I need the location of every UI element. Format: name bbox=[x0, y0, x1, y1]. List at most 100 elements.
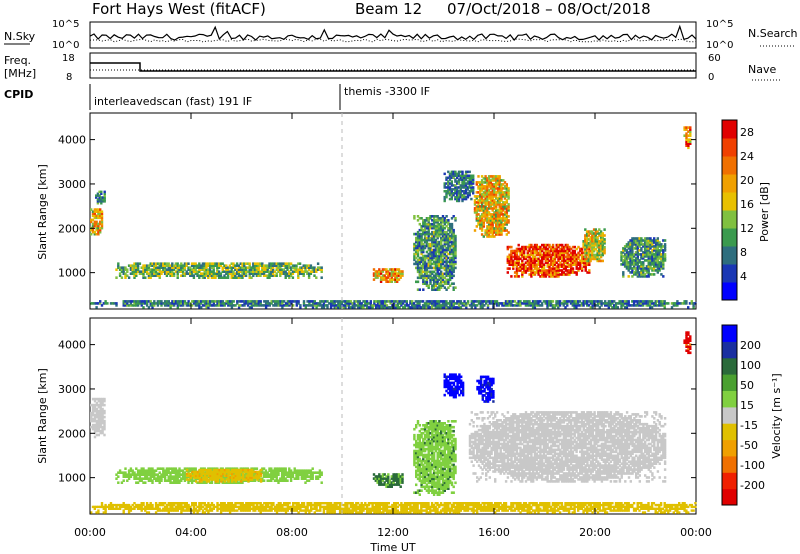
echo-cell bbox=[418, 232, 421, 236]
echo-cell bbox=[173, 302, 176, 305]
echo-cell bbox=[153, 304, 156, 307]
echo-cell bbox=[555, 300, 558, 303]
echo-cell bbox=[491, 223, 494, 226]
echo-cell bbox=[487, 175, 491, 178]
echo-cell bbox=[633, 239, 636, 242]
echo-cell bbox=[654, 304, 657, 307]
echo-cell bbox=[643, 269, 647, 272]
echo-cell bbox=[535, 302, 538, 305]
echo-cell bbox=[573, 261, 576, 264]
echo-cell bbox=[633, 255, 636, 258]
echo-cell bbox=[432, 234, 436, 238]
echo-cell bbox=[544, 247, 548, 251]
echo-cell bbox=[281, 302, 284, 305]
echo-cell bbox=[489, 217, 493, 220]
echo-cell bbox=[588, 263, 591, 266]
echo-cell bbox=[505, 213, 508, 216]
echo-cell bbox=[568, 271, 571, 274]
echo-cell bbox=[440, 246, 443, 250]
echo-cell bbox=[418, 258, 421, 262]
echo-cell bbox=[291, 270, 295, 273]
echo-cell bbox=[307, 266, 311, 269]
echo-cell bbox=[500, 223, 503, 226]
echo-cell bbox=[90, 411, 93, 415]
echo-cell bbox=[454, 178, 457, 181]
echo-cell bbox=[683, 126, 686, 129]
echo-cell bbox=[220, 468, 223, 472]
echo-cell bbox=[423, 224, 427, 228]
echo-cell bbox=[176, 270, 179, 273]
echo-cell bbox=[99, 431, 102, 435]
echo-cell bbox=[609, 300, 612, 303]
echo-cell bbox=[596, 236, 599, 239]
echo-cell bbox=[522, 265, 526, 268]
echo-cell bbox=[133, 266, 136, 269]
echo-cell bbox=[632, 304, 636, 307]
echo-cell bbox=[275, 475, 278, 478]
echo-cell bbox=[425, 262, 429, 266]
echo-cell bbox=[262, 264, 266, 267]
echo-cell bbox=[234, 272, 237, 275]
echo-cell bbox=[407, 306, 410, 309]
echo-cell bbox=[142, 302, 145, 305]
echo-cell bbox=[475, 209, 478, 212]
echo-cell bbox=[625, 243, 629, 246]
echo-cell bbox=[443, 172, 446, 176]
echo-cell bbox=[436, 217, 439, 220]
echo-cell bbox=[93, 224, 96, 228]
echo-cell bbox=[434, 248, 438, 252]
echo-cell bbox=[662, 257, 665, 260]
echo-cell bbox=[625, 255, 629, 258]
echo-cell bbox=[627, 302, 630, 305]
echo-cell bbox=[487, 195, 491, 198]
echo-cell bbox=[508, 259, 511, 263]
echo-cell bbox=[475, 195, 478, 198]
echo-cell bbox=[609, 302, 612, 305]
echo-cell bbox=[118, 471, 122, 474]
echo-cell bbox=[694, 302, 697, 305]
echo-cell bbox=[587, 259, 590, 263]
echo-cell bbox=[402, 302, 405, 305]
echo-cell bbox=[450, 182, 453, 185]
echo-cell bbox=[216, 474, 219, 477]
echo-cell bbox=[501, 302, 504, 305]
echo-cell bbox=[286, 304, 289, 307]
echo-cell bbox=[230, 304, 234, 307]
echo-cell bbox=[300, 270, 304, 273]
echo-cell bbox=[382, 300, 385, 303]
echo-cell bbox=[416, 306, 419, 309]
echo-cell bbox=[498, 181, 501, 184]
echo-cell bbox=[432, 217, 436, 220]
echo-cell bbox=[171, 272, 174, 275]
echo-cell bbox=[415, 240, 418, 244]
echo-cell bbox=[423, 254, 427, 258]
echo-cell bbox=[320, 266, 323, 269]
echo-cell bbox=[623, 257, 627, 260]
echo-cell bbox=[532, 259, 535, 263]
echo-cell bbox=[645, 269, 649, 272]
echo-cell bbox=[580, 249, 584, 253]
echo-cell bbox=[284, 467, 287, 470]
echo-cell bbox=[468, 170, 471, 174]
echo-cell bbox=[239, 270, 242, 273]
echo-cell bbox=[537, 269, 540, 272]
echo-cell bbox=[551, 247, 555, 251]
echo-cell bbox=[295, 270, 298, 273]
echo-cell bbox=[566, 302, 569, 305]
echo-cell bbox=[464, 178, 468, 181]
echo-cell bbox=[479, 306, 482, 309]
echo-cell bbox=[559, 247, 562, 251]
echo-cell bbox=[443, 272, 446, 276]
echo-cell bbox=[158, 272, 161, 275]
echo-cell bbox=[385, 272, 388, 275]
echo-cell bbox=[381, 268, 385, 271]
echo-cell bbox=[304, 469, 307, 472]
echo-cell bbox=[97, 417, 100, 421]
echo-cell bbox=[515, 267, 519, 270]
echo-cell bbox=[266, 274, 269, 277]
echo-cell bbox=[271, 471, 275, 474]
echo-cell bbox=[252, 268, 255, 271]
echo-cell bbox=[183, 475, 187, 478]
echo-cell bbox=[555, 253, 558, 257]
echo-cell bbox=[253, 266, 257, 269]
